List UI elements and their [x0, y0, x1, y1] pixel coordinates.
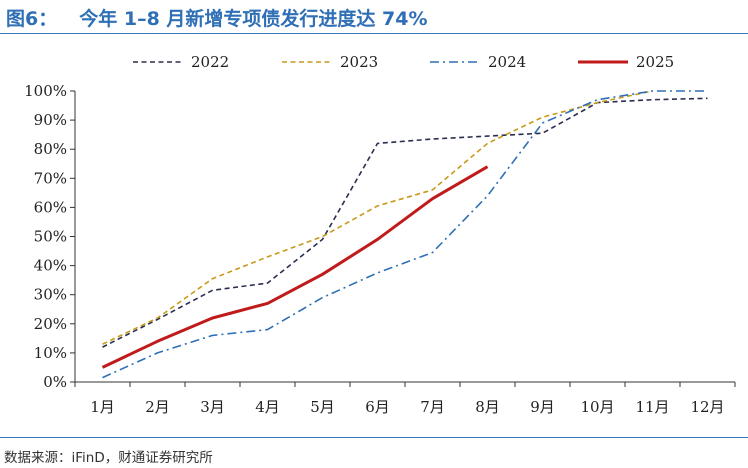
x-tick-label: 2月 [145, 398, 170, 416]
x-tick-label: 1月 [90, 398, 115, 416]
y-tick-label: 30% [34, 286, 67, 304]
x-tick-label: 8月 [475, 398, 500, 416]
y-tick-label: 50% [34, 228, 67, 246]
x-tick-label: 6月 [365, 398, 390, 416]
x-tick-label: 11月 [635, 398, 669, 416]
series-line-2022 [102, 97, 708, 348]
footer-divider [0, 437, 748, 438]
y-tick-label: 40% [34, 257, 67, 275]
figure-label: 图6： [6, 8, 58, 30]
y-tick-label: 10% [34, 344, 67, 362]
source-note: 数据来源：iFinD，财通证券研究所 [4, 450, 213, 466]
series-lines [101, 90, 708, 379]
y-tick-label: 80% [34, 140, 67, 158]
legend-label-2023: 2023 [340, 53, 378, 71]
series-line-2024 [102, 90, 708, 379]
y-tick-label: 0% [43, 373, 67, 391]
y-tick-label: 60% [34, 198, 67, 216]
x-tick-label: 4月 [255, 398, 280, 416]
y-tick-label: 90% [34, 111, 67, 129]
x-tick-label: 10月 [580, 398, 614, 416]
legend-label-2024: 2024 [488, 53, 526, 71]
y-tick-label: 70% [34, 169, 67, 187]
series-line-2025 [101, 165, 489, 369]
x-tick-label: 9月 [530, 398, 555, 416]
x-tick-label: 5月 [310, 398, 335, 416]
y-tick-label: 100% [24, 82, 67, 100]
series-line-2023 [102, 90, 653, 345]
chart-title: 图6： 今年 1–8 月新增专项债发行进度达 74% [6, 4, 428, 31]
x-tick-label: 7月 [420, 398, 445, 416]
y-tick-label: 20% [34, 315, 67, 333]
line-chart: 2022 2023 2024 2025 0% 10% 20% 30% 40% 50% 60% 70%… [24, 53, 736, 416]
legend-label-2022: 2022 [191, 53, 229, 71]
x-tick-label: 3月 [200, 398, 225, 416]
title-divider [0, 33, 748, 34]
axes: 0% 10% 20% 30% 40% 50% 60% 70% 80% 90% 100% 1月 2月 3月 4… [24, 82, 736, 416]
x-tick-label: 12月 [690, 398, 724, 416]
legend: 2022 2023 2024 2025 [133, 53, 674, 71]
title-text: 今年 1–8 月新增专项债发行进度达 74% [79, 8, 428, 30]
legend-label-2025: 2025 [636, 53, 674, 71]
